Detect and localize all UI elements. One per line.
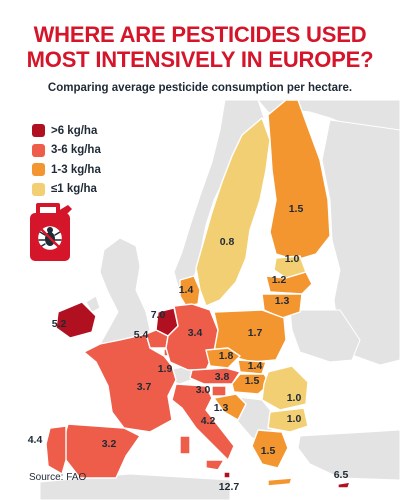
sicily-region [205, 459, 225, 471]
turkey-land [297, 429, 400, 481]
poland-region [213, 309, 287, 363]
legend-swatch-3-6 [32, 143, 45, 157]
source-note: Source: FAO [29, 472, 87, 483]
value-france: 3.7 [137, 381, 152, 393]
value-netherlands: 7.0 [151, 309, 166, 321]
denmark-region [179, 275, 201, 307]
ireland-region [55, 301, 97, 339]
value-austria: 3.8 [215, 371, 230, 383]
hungary-region [231, 373, 271, 395]
france-region [83, 333, 177, 433]
value-germany: 3.4 [188, 327, 203, 339]
pesticide-canister-icon [30, 203, 72, 261]
value-lithuania: 1.3 [275, 295, 290, 307]
value-estonia: 1.0 [285, 253, 300, 265]
croatia-region [213, 393, 247, 421]
value-sweden: 0.8 [220, 236, 235, 248]
page-subtitle: Comparing average pesticide consumption … [47, 82, 353, 94]
crete-region [267, 477, 293, 487]
legend-label: ≤1 kg/ha [51, 183, 97, 196]
value-ireland: 5.2 [52, 318, 67, 330]
value-latvia: 1.2 [272, 274, 287, 286]
belarus-ukraine-land [289, 309, 361, 363]
value-luxembourg: 1.9 [158, 363, 173, 375]
value-czechia: 1.8 [219, 350, 234, 362]
value-croatia: 1.3 [214, 402, 229, 414]
greece-region [251, 429, 289, 469]
value-denmark: 1.4 [179, 284, 194, 296]
lithuania-region [261, 293, 303, 319]
value-poland: 1.7 [248, 327, 263, 339]
value-bulgaria: 1.0 [287, 413, 302, 425]
legend-label: >6 kg/ha [51, 124, 98, 137]
romania-region [261, 365, 309, 411]
sweden-region [195, 117, 271, 307]
value-finland: 1.5 [289, 203, 304, 215]
value-cyprus: 6.5 [334, 469, 349, 481]
value-greece: 1.5 [261, 445, 276, 457]
title-line-1: WHERE ARE PESTICIDES USED [33, 22, 367, 47]
sardinia-region [179, 435, 191, 455]
title-line-2: MOST INTENSIVELY IN EUROPE? [26, 47, 374, 72]
legend-label: 1-3 kg/ha [51, 163, 101, 176]
europe-map: 1.5 0.8 1.0 1.2 1.3 1.4 5.2 7.0 5.4 3.4 … [28, 100, 400, 500]
spain-region [61, 423, 141, 479]
legend-item: 3-6 kg/ha [32, 141, 101, 161]
czechia-region [205, 347, 241, 369]
latvia-region [265, 271, 313, 295]
portugal-region [45, 425, 67, 475]
legend: >6 kg/ha 3-6 kg/ha 1-3 kg/ha ≤1 kg/ha [32, 121, 101, 199]
legend-item: 1-3 kg/ha [32, 160, 101, 180]
malta-region [223, 471, 231, 479]
value-malta: 12.7 [219, 481, 240, 493]
legend-swatch-over-6 [32, 124, 45, 138]
cyprus-region [337, 481, 351, 489]
legend-swatch-under-1 [32, 182, 45, 196]
value-portugal: 4.4 [28, 434, 43, 446]
legend-swatch-1-3 [32, 163, 45, 177]
legend-label: 3-6 kg/ha [51, 144, 101, 157]
northern-ireland-land [85, 295, 101, 313]
value-spain: 3.2 [102, 438, 117, 450]
value-hungary: 1.5 [245, 375, 260, 387]
slovenia-region [211, 385, 227, 397]
italy-region [171, 383, 235, 461]
value-slovakia: 1.4 [248, 360, 263, 372]
bulgaria-region [267, 407, 309, 433]
value-belgium: 5.4 [134, 329, 149, 341]
value-italy: 4.2 [201, 415, 216, 427]
legend-item: >6 kg/ha [32, 121, 101, 141]
value-romania: 1.0 [287, 392, 302, 404]
value-slovenia: 3.0 [196, 384, 211, 396]
legend-item: ≤1 kg/ha [32, 180, 101, 200]
finland-region [267, 100, 331, 261]
page-title: WHERE ARE PESTICIDES USED MOST INTENSIVE… [0, 22, 400, 72]
